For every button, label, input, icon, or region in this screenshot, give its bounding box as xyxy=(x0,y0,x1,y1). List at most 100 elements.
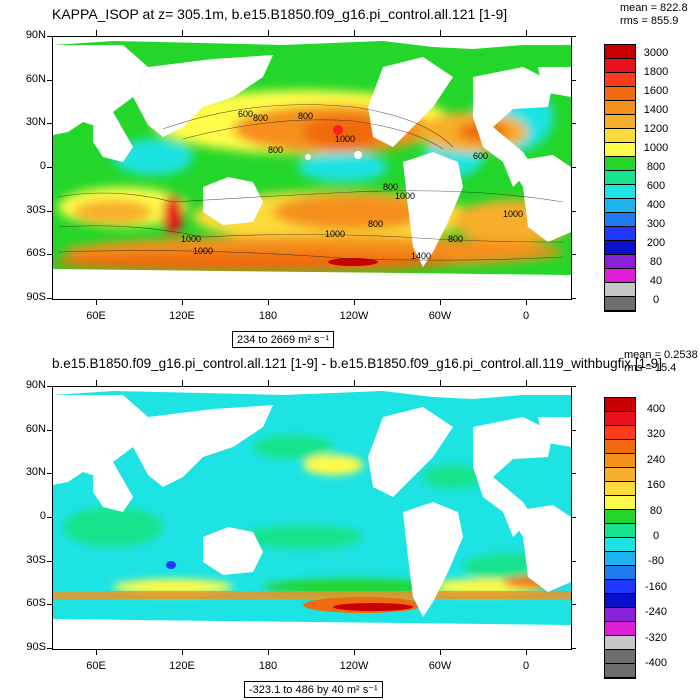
panel2-lon-tick xyxy=(354,649,355,655)
contour-label: 1400 xyxy=(411,251,431,261)
panel1-colorbar-box xyxy=(605,143,635,157)
panel2-mean: mean = 0.2538 xyxy=(624,349,698,361)
panel2-lon-label: 60W xyxy=(428,660,452,672)
contour-label: 1000 xyxy=(395,191,415,201)
panel2-lon-tick xyxy=(182,649,183,655)
panel1-colorbar-label: 1800 xyxy=(643,65,669,78)
panel2-map-svg xyxy=(53,387,571,649)
panel2-lat-tick xyxy=(47,560,52,562)
panel1-lon-tick xyxy=(354,299,355,305)
panel1-lon-label: 180 xyxy=(258,310,278,322)
panel1-colorbar-box xyxy=(605,213,635,227)
panel2-lat-label: 90S xyxy=(26,641,46,653)
contour-label: 1000 xyxy=(503,209,523,219)
panel1-mean: mean = 822.8 xyxy=(620,2,688,14)
panel2-colorbar xyxy=(604,397,636,679)
panel1-lon-label: 120E xyxy=(169,310,195,322)
panel1-lat-tick xyxy=(47,123,52,125)
panel2-colorbar-box xyxy=(605,580,635,594)
panel1-lat-label: 90S xyxy=(26,291,46,303)
panel1-lon-label: 60E xyxy=(86,310,106,322)
panel1-colorbar-label: 1400 xyxy=(643,103,669,116)
panel2-lat-tick xyxy=(47,517,52,518)
panel1-lat-tick xyxy=(571,210,576,212)
panel1-lon-tick xyxy=(526,30,527,36)
panel2-lon-label: 60E xyxy=(86,660,106,672)
panel1-colorbar-box xyxy=(605,59,635,73)
panel2-title: b.e15.B1850.f09_g16.pi_control.all.121 [… xyxy=(52,356,662,371)
panel1-lat-label: 0 xyxy=(39,160,46,172)
panel1-colorbar-box xyxy=(605,157,635,171)
panel2-lat-tick xyxy=(47,648,52,649)
panel2-colorbar-label: 160 xyxy=(646,479,666,492)
panel2-lat-tick xyxy=(47,604,52,606)
panel1-colorbar-label: 3000 xyxy=(643,46,669,59)
panel1-range-label: 234 to 2669 m² s⁻¹ xyxy=(232,331,335,348)
panel2-lat-label: 30N xyxy=(25,466,46,479)
panel2-colorbar-box xyxy=(605,594,635,608)
contour-label: 800 xyxy=(268,145,283,155)
panel2-lat-tick xyxy=(47,386,52,387)
panel1-lon-tick xyxy=(182,299,183,305)
panel1-lon-tick xyxy=(440,299,441,305)
contour-label: 800 xyxy=(253,113,268,123)
panel1-lat-tick xyxy=(571,123,576,125)
panel1-lat-tick xyxy=(47,254,52,256)
panel2-lon-tick xyxy=(354,380,355,386)
panel2-lat-tick xyxy=(47,429,52,431)
contour-label: 800 xyxy=(368,219,383,229)
panel2-colorbar-label: -320 xyxy=(644,631,668,644)
panel1-lat-tick xyxy=(47,210,52,212)
panel2-lat-label: 0 xyxy=(39,510,46,522)
panel2-colorbar-box xyxy=(605,412,635,426)
contour-label: 1000 xyxy=(325,229,345,239)
panel2-lon-label: 0 xyxy=(522,660,530,672)
panel1-colorbar-box xyxy=(605,269,635,283)
panel1-colorbar-label: 1200 xyxy=(643,122,669,135)
panel2-lat-label: 60N xyxy=(25,422,46,435)
panel2-colorbar-label: 80 xyxy=(649,504,663,517)
panel1-map: 600 800 1000 800 800 600 800 1000 1000 8… xyxy=(52,36,572,300)
panel1-lon-tick xyxy=(526,299,527,305)
panel1-colorbar-box xyxy=(605,171,635,185)
panel2-colorbar-label: -80 xyxy=(648,555,664,568)
panel1-colorbar-label: 1000 xyxy=(643,141,669,154)
panel2-lat-tick xyxy=(571,560,576,562)
panel2-lat-tick xyxy=(571,604,576,606)
panel2-colorbar-box xyxy=(605,468,635,482)
panel1-colorbar-label: 40 xyxy=(649,274,663,287)
panel2-range-label: -323.1 to 486 by 40 m² s⁻¹ xyxy=(244,681,383,698)
panel1-contour-labels: 600 800 1000 800 800 600 800 1000 1000 8… xyxy=(181,109,523,261)
panel2-lon-tick xyxy=(440,649,441,655)
panel1-lon-tick xyxy=(440,30,441,36)
panel1-lat-label: 90N xyxy=(25,29,46,41)
panel1-colorbar-box xyxy=(605,101,635,115)
panel2-lon-label: 180 xyxy=(258,660,278,672)
panel2-lat-tick xyxy=(571,517,576,518)
panel1-lon-tick xyxy=(268,30,269,36)
panel2-colorbar-box xyxy=(605,426,635,440)
panel1-land xyxy=(53,37,571,299)
panel2-colorbar-box xyxy=(605,664,635,678)
panel1-lat-tick xyxy=(571,79,576,81)
panel2-colorbar-label: 400 xyxy=(646,402,666,415)
panel1-colorbar-box xyxy=(605,73,635,87)
panel2-colorbar-box xyxy=(605,440,635,454)
panel1-lat-label: 60N xyxy=(25,72,46,85)
panel2-colorbar-box xyxy=(605,482,635,496)
panel2-lon-tick xyxy=(96,380,97,386)
panel1-contours xyxy=(57,104,564,261)
panel1-colorbar-box xyxy=(605,283,635,297)
panel2-land xyxy=(53,387,571,649)
panel1-stats: mean = 822.8 rms = 855.9 xyxy=(620,2,688,28)
panel1-colorbar-label: 600 xyxy=(646,179,666,192)
panel1-colorbar-label: 1600 xyxy=(643,84,669,97)
panel2-lat-label: 30S xyxy=(26,553,46,566)
panel1-colorbar-box xyxy=(605,297,635,311)
panel2-lon-tick xyxy=(182,380,183,386)
panel2-lat-tick xyxy=(47,473,52,475)
contour-label: 800 xyxy=(298,111,313,121)
panel2-colorbar-box xyxy=(605,454,635,468)
panel1-colorbar-label: 300 xyxy=(646,217,666,230)
contour-label: 600 xyxy=(238,109,253,119)
